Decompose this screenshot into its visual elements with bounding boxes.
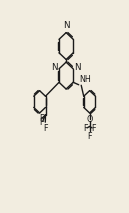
Text: F: F	[39, 118, 44, 127]
Text: O: O	[86, 115, 93, 124]
Text: F: F	[84, 124, 88, 133]
Text: NH: NH	[79, 75, 91, 84]
Text: F: F	[43, 124, 48, 133]
Text: F: F	[87, 132, 92, 141]
Text: N: N	[75, 63, 81, 72]
Text: N: N	[51, 63, 58, 72]
Text: F: F	[91, 124, 96, 133]
Text: F: F	[39, 114, 44, 123]
Text: N: N	[63, 22, 69, 30]
